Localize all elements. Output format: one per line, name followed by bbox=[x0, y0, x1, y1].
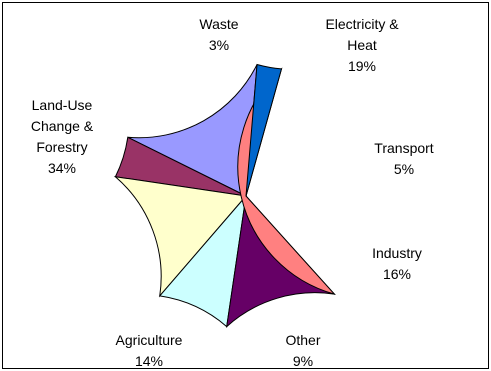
slices-layer bbox=[113, 63, 336, 328]
label-line: 9% bbox=[293, 353, 313, 369]
label-line: 34% bbox=[48, 160, 76, 176]
label-line: 16% bbox=[383, 266, 411, 282]
label-line: 19% bbox=[348, 58, 376, 74]
slice-industry bbox=[113, 175, 247, 298]
label-line: Industry bbox=[372, 245, 422, 261]
label-line: 14% bbox=[135, 353, 163, 369]
label-line: Heat bbox=[347, 37, 377, 53]
label-land-use-change-forestry: Land-Use Change & Forestry 34% bbox=[31, 97, 94, 176]
label-electricity-heat: Electricity & Heat 19% bbox=[325, 16, 399, 74]
label-transport: Transport 5% bbox=[374, 140, 434, 177]
labels-layer: Electricity & Heat 19% Transport 5% Industry 1… bbox=[31, 16, 434, 369]
label-line: Other bbox=[285, 332, 320, 348]
label-other: Other 9% bbox=[285, 332, 320, 369]
label-waste: Waste 3% bbox=[199, 16, 238, 53]
label-line: Waste bbox=[199, 16, 238, 32]
label-industry: Industry 16% bbox=[372, 245, 422, 282]
label-line: Change & bbox=[31, 118, 94, 134]
slice-waste bbox=[245, 63, 283, 197]
label-line: Electricity & bbox=[325, 16, 399, 32]
label-agriculture: Agriculture 14% bbox=[116, 332, 183, 369]
slice-electricity-heat bbox=[127, 64, 258, 197]
label-line: Agriculture bbox=[116, 332, 183, 348]
label-line: Transport bbox=[374, 140, 434, 156]
label-line: 3% bbox=[209, 37, 229, 53]
label-line: Forestry bbox=[36, 139, 87, 155]
label-line: 5% bbox=[394, 161, 414, 177]
label-line: Land-Use bbox=[32, 97, 93, 113]
